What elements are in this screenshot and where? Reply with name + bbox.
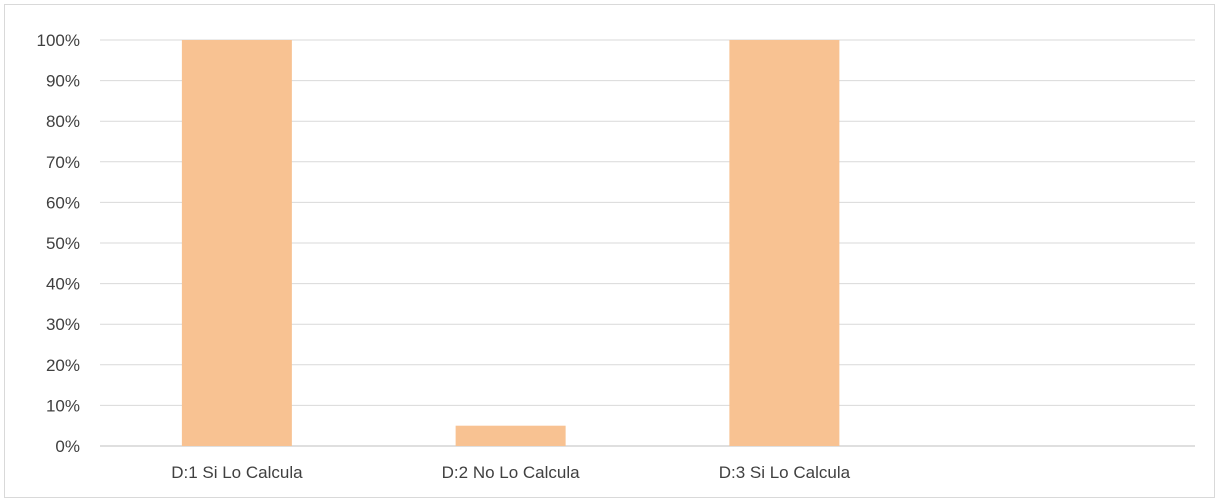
y-tick-label: 50% <box>46 234 80 253</box>
x-category-label: D:3 Si Lo Calcula <box>719 463 851 482</box>
y-tick-label: 30% <box>46 315 80 334</box>
x-axis-labels: D:1 Si Lo Calcula D:2 No Lo Calcula D:3 Si… <box>171 463 850 482</box>
bar <box>729 40 840 446</box>
x-category-label: D:1 Si Lo Calcula <box>171 463 303 482</box>
bars <box>181 40 840 446</box>
y-tick-label: 80% <box>46 112 80 131</box>
y-tick-label: 40% <box>46 275 80 294</box>
y-tick-label: 10% <box>46 396 80 415</box>
bar <box>181 40 292 446</box>
y-tick-label: 0% <box>55 437 80 456</box>
y-tick-label: 20% <box>46 356 80 375</box>
y-tick-label: 70% <box>46 153 80 172</box>
bar <box>455 425 566 446</box>
y-tick-label: 90% <box>46 72 80 91</box>
y-axis-ticks: 0% 10% 20% 30% 40% 50% 60% 70% 80% 90% 100% <box>37 31 80 456</box>
y-tick-label: 100% <box>37 31 80 50</box>
x-category-label: D:2 No Lo Calcula <box>442 463 581 482</box>
y-tick-label: 60% <box>46 193 80 212</box>
